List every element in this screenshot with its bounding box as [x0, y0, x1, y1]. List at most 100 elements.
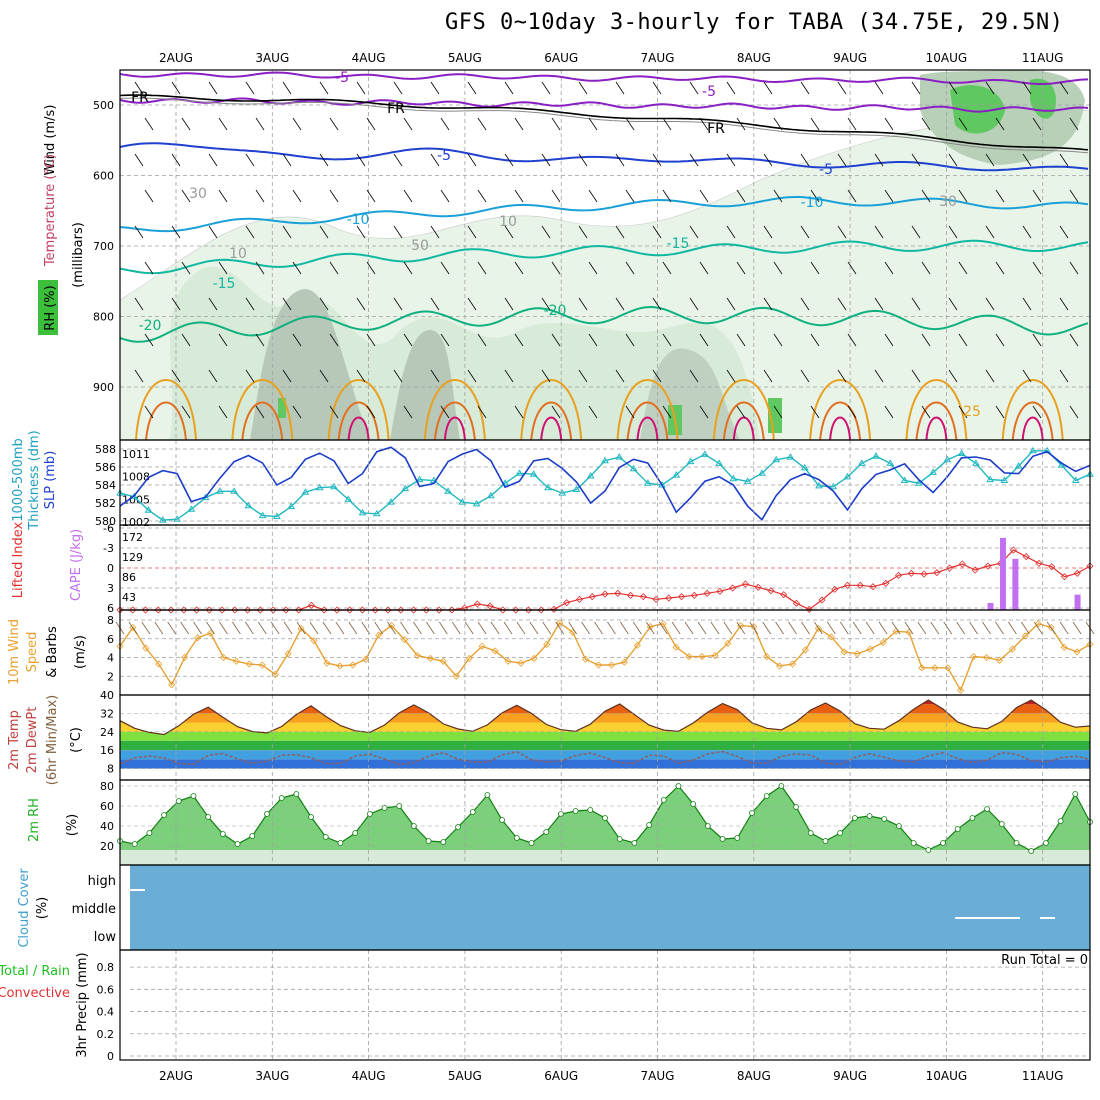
wind-barb [847, 189, 857, 203]
isotherm-25-dome [327, 379, 390, 441]
wind-barb [329, 333, 339, 347]
wind-10m-barb [607, 621, 616, 635]
rh-2m-marker [1072, 791, 1079, 797]
wind-barb [763, 225, 773, 239]
wind-barb [403, 333, 413, 347]
wind-10m-barb [141, 621, 151, 635]
precip-tick-label: 0.6 [97, 983, 115, 996]
thickness-marker [544, 483, 552, 491]
wind-barb [208, 225, 218, 239]
wind-barb [541, 153, 551, 167]
wind-speed-marker [400, 636, 409, 644]
wind-barb [551, 117, 561, 131]
wind-barb [541, 81, 551, 95]
wind-barb [329, 189, 339, 203]
lifted-index-marker [639, 593, 647, 601]
wind-10m-barb [451, 621, 461, 635]
wind-10m-barb [865, 621, 875, 635]
thickness-tick-label: 586 [95, 461, 116, 474]
thickness-marker [772, 455, 781, 463]
rh-2m-marker [484, 792, 491, 798]
wind-barb [319, 225, 329, 239]
wind-barb [208, 369, 218, 383]
thickness-marker [472, 499, 481, 507]
wind-barb [282, 297, 292, 311]
wind-barb [958, 333, 968, 347]
wind-barb [430, 297, 440, 311]
wind-barb [958, 405, 968, 419]
wind-barb [171, 81, 181, 95]
date-label-top: 8AUG [737, 51, 771, 65]
wind-speed-marker [594, 661, 603, 669]
rh-2m-marker [293, 791, 300, 797]
wind-speed-marker [724, 639, 732, 648]
thickness-marker [358, 508, 367, 516]
isotherm-minus5-upper [119, 71, 1089, 85]
contour-label: -10 [347, 212, 370, 228]
wind-barb [911, 225, 921, 239]
wind-barb [144, 189, 154, 203]
lifted-index-marker [588, 593, 596, 601]
thickness-marker [743, 477, 752, 484]
isotherm-30-dome [915, 401, 958, 441]
wind-speed-marker [491, 647, 499, 655]
wind-barb [1032, 333, 1042, 347]
thickness-marker [629, 464, 638, 472]
thickness-marker [643, 479, 652, 486]
wind-10m-barb [839, 621, 849, 635]
wind-barb [292, 189, 302, 203]
wind-10m-barb [232, 621, 241, 635]
rh-2m-marker [455, 824, 461, 830]
isotherm-25-dome [231, 379, 294, 441]
wind-10m-barb [1072, 621, 1082, 635]
wind-barb [995, 117, 1005, 131]
rh-2m-marker [131, 841, 138, 847]
temp-2m-line [119, 699, 1091, 736]
wind-barb [615, 297, 625, 311]
wind-10m-barb [943, 621, 953, 635]
wind-speed-marker [181, 653, 189, 662]
wind-barb [763, 297, 773, 311]
wind-barb [921, 405, 931, 419]
temp-band [120, 700, 1090, 705]
ylabel-minmax: (6hr Min/Max) [45, 695, 60, 785]
wind-barb [208, 153, 218, 167]
rh-2m-marker [763, 793, 770, 799]
ylabel-2m-rh: 2m RH [27, 798, 42, 842]
lifted-index-marker [958, 560, 966, 568]
wind-10m-barb [645, 621, 655, 635]
rh-2m-marker [719, 836, 726, 842]
lifted-index-marker [1035, 559, 1043, 567]
lifted-index-marker [601, 590, 609, 598]
wind-speed-marker [297, 624, 305, 633]
wind-barb [763, 369, 773, 383]
wind-barb [292, 261, 302, 275]
wind-barb [467, 225, 477, 239]
wind-barb [551, 189, 561, 203]
wind-barb [588, 189, 598, 203]
thickness-marker [900, 476, 909, 483]
lifted-index-marker [205, 606, 213, 614]
freezing-level-line [119, 94, 1089, 151]
wind-barb [366, 117, 376, 131]
lifted-index-marker [141, 606, 150, 614]
thickness-marker [572, 485, 581, 492]
isotherm-30-dome [145, 401, 187, 441]
wind-barb [504, 81, 514, 95]
thickness-marker [144, 506, 153, 513]
thickness-marker [1071, 476, 1080, 483]
wind-speed-marker [336, 662, 344, 670]
contour-label: -15 [667, 236, 690, 252]
thickness-marker [1014, 462, 1023, 469]
lifted-index-marker [537, 606, 545, 614]
ylabel-temp-units: (°C) [69, 727, 84, 753]
wind-barb [245, 81, 255, 95]
isotherm-30-dome [530, 401, 573, 441]
lifted-index-marker [384, 606, 392, 614]
wind-barb [514, 333, 524, 347]
thickness-marker [658, 481, 666, 488]
lifted-index-marker [678, 593, 686, 601]
thickness-marker [529, 470, 538, 477]
wind-speed-marker [763, 652, 771, 661]
slp-tick-label: 1008 [122, 471, 150, 484]
